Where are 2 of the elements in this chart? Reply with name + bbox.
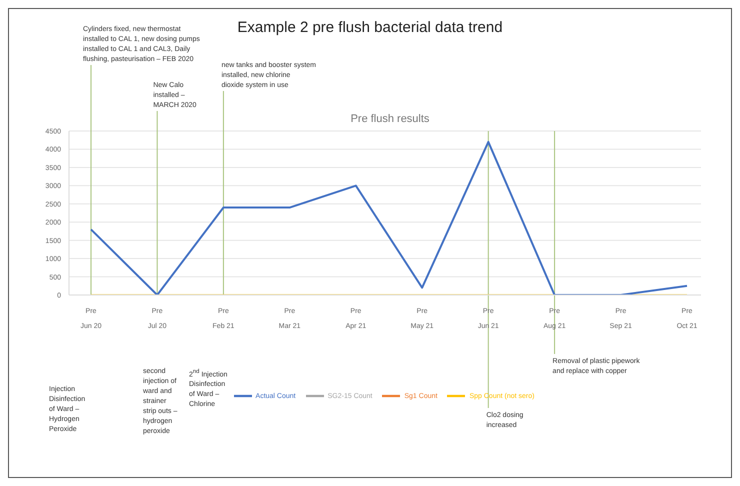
chart-subtitle: Pre flush results (350, 113, 430, 125)
chart-title: Example 2 pre flush bacterial data trend (237, 19, 503, 36)
